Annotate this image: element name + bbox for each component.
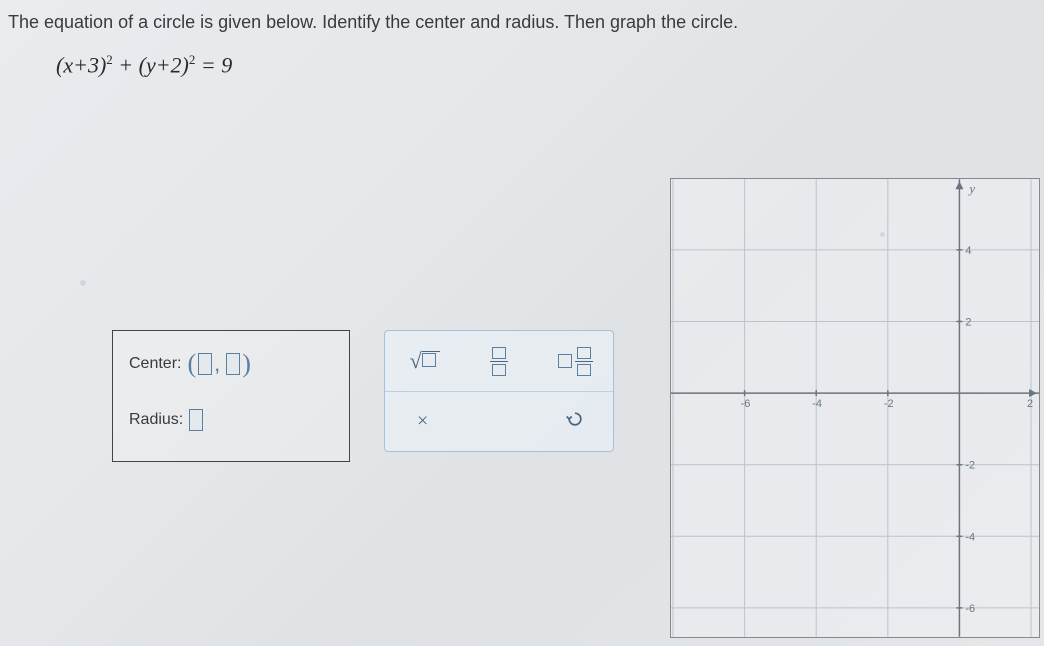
- fraction-icon: [490, 347, 508, 376]
- center-input-pair: ( , ): [187, 349, 250, 379]
- svg-text:4: 4: [965, 245, 971, 257]
- radius-input[interactable]: [189, 409, 203, 431]
- svg-text:-2: -2: [884, 398, 894, 410]
- svg-text:-4: -4: [812, 398, 822, 410]
- svg-text:2: 2: [965, 316, 971, 328]
- coordinate-grid: -6 -4 -2 2 -6 -4 -2 2 4 y: [671, 179, 1039, 637]
- noise-dot: [880, 232, 885, 237]
- graph-panel[interactable]: -6 -4 -2 2 -6 -4 -2 2 4 y: [670, 178, 1040, 638]
- open-paren: (: [187, 349, 196, 379]
- pair-comma: ,: [214, 351, 220, 377]
- radius-label: Radius:: [129, 411, 183, 429]
- math-tool-panel: √ ×: [384, 330, 614, 452]
- undo-tool-button[interactable]: [537, 392, 613, 451]
- center-x-input[interactable]: [198, 353, 212, 375]
- close-paren: ): [242, 349, 251, 379]
- clear-tool-button[interactable]: ×: [385, 392, 460, 451]
- tool-row-2: ×: [385, 391, 613, 451]
- svg-text:-4: -4: [965, 531, 975, 543]
- answer-box: Center: ( , ) Radius:: [112, 330, 350, 462]
- x-icon: ×: [417, 410, 428, 433]
- tool-row-1: √: [385, 331, 613, 391]
- svg-text:-6: -6: [965, 603, 975, 615]
- tool-spacer: [460, 392, 536, 451]
- fraction-tool-button[interactable]: [460, 331, 536, 391]
- radius-row: Radius:: [129, 409, 333, 431]
- sqrt-icon: √: [410, 348, 436, 374]
- svg-text:-2: -2: [965, 460, 975, 472]
- svg-text:y: y: [967, 181, 975, 196]
- svg-text:2: 2: [1027, 398, 1033, 410]
- center-label: Center:: [129, 355, 181, 373]
- undo-icon: [565, 409, 585, 435]
- mixed-fraction-tool-button[interactable]: [537, 331, 613, 391]
- noise-dot: [80, 280, 86, 286]
- sqrt-tool-button[interactable]: √: [385, 331, 460, 391]
- center-y-input[interactable]: [226, 353, 240, 375]
- mixed-fraction-icon: [558, 347, 593, 376]
- center-row: Center: ( , ): [129, 349, 333, 379]
- svg-text:-6: -6: [741, 398, 751, 410]
- question-prompt: The equation of a circle is given below.…: [8, 12, 738, 33]
- equation-display: (x+3)2 + (y+2)2 = 9: [56, 52, 232, 78]
